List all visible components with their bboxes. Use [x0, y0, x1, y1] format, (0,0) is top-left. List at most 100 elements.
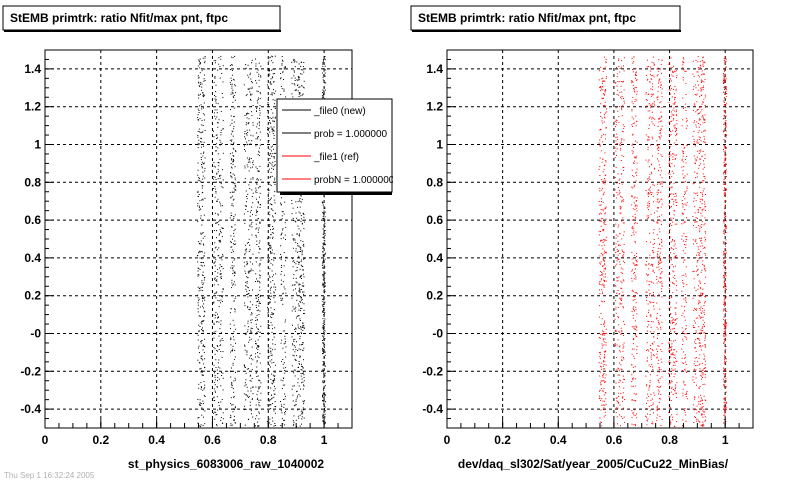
- scatter-point: [600, 209, 602, 211]
- scatter-point: [256, 307, 257, 308]
- scatter-point: [323, 259, 324, 261]
- scatter-point: [600, 252, 602, 254]
- scatter-point: [247, 286, 249, 288]
- scatter-point: [699, 231, 701, 233]
- scatter-point: [672, 71, 674, 73]
- scatter-point: [198, 274, 200, 276]
- scatter-point: [323, 239, 325, 241]
- scatter-point: [204, 384, 206, 386]
- scatter-point: [220, 344, 222, 346]
- scatter-point: [656, 278, 658, 280]
- scatter-point: [603, 416, 605, 418]
- scatter-point: [270, 198, 271, 200]
- scatter-point: [652, 294, 654, 295]
- scatter-point: [646, 215, 648, 217]
- scatter-point: [295, 242, 297, 244]
- scatter-point: [243, 409, 245, 411]
- scatter-point: [652, 404, 654, 406]
- scatter-point: [658, 393, 659, 395]
- scatter-point: [698, 387, 700, 389]
- scatter-point: [701, 70, 703, 72]
- scatter-point: [291, 77, 293, 79]
- scatter-point: [676, 120, 678, 122]
- scatter-point: [218, 165, 220, 167]
- scatter-point: [259, 310, 261, 312]
- scatter-point: [631, 353, 633, 355]
- scatter-point: [232, 78, 234, 80]
- scatter-point: [293, 415, 295, 417]
- scatter-point: [660, 81, 662, 83]
- scatter-point: [273, 286, 275, 288]
- scatter-point: [252, 202, 254, 204]
- scatter-point: [647, 180, 649, 182]
- scatter-point: [258, 155, 260, 157]
- scatter-point: [299, 235, 300, 237]
- scatter-point: [618, 122, 620, 124]
- scatter-point: [693, 200, 695, 202]
- scatter-point: [221, 301, 223, 302]
- scatter-point: [604, 280, 605, 282]
- scatter-point: [217, 373, 219, 375]
- scatter-point: [257, 375, 259, 377]
- scatter-point: [651, 116, 653, 118]
- scatter-point: [700, 292, 702, 294]
- scatter-point: [604, 333, 606, 334]
- scatter-point: [270, 251, 271, 252]
- scatter-point: [244, 145, 245, 147]
- scatter-point: [282, 228, 284, 230]
- scatter-point: [682, 155, 684, 157]
- scatter-point: [230, 308, 232, 310]
- scatter-point: [685, 336, 687, 338]
- scatter-point: [601, 117, 603, 119]
- scatter-point: [322, 361, 324, 363]
- scatter-point: [602, 266, 604, 267]
- scatter-point: [259, 331, 261, 333]
- scatter-point: [619, 205, 621, 207]
- scatter-point: [323, 91, 325, 92]
- scatter-point: [656, 348, 658, 350]
- scatter-point: [274, 177, 276, 179]
- legend-label-probn: probN = 1.000000: [314, 175, 395, 186]
- scatter-point: [621, 282, 623, 284]
- scatter-point: [251, 189, 253, 191]
- scatter-point: [673, 214, 675, 216]
- scatter-point: [604, 361, 606, 363]
- scatter-point: [671, 373, 673, 375]
- scatter-point: [647, 320, 649, 322]
- scatter-point: [267, 303, 269, 305]
- scatter-point: [218, 255, 220, 257]
- scatter-point: [695, 87, 697, 89]
- scatter-point: [255, 425, 256, 427]
- scatter-point: [322, 76, 324, 78]
- scatter-point: [600, 112, 602, 114]
- scatter-point: [231, 70, 233, 71]
- scatter-point: [303, 377, 305, 379]
- scatter-point: [203, 80, 205, 82]
- scatter-point: [201, 340, 203, 341]
- scatter-point: [218, 247, 220, 249]
- scatter-point: [602, 105, 604, 107]
- scatter-point: [668, 348, 670, 350]
- scatter-point: [280, 410, 282, 412]
- scatter-point: [631, 204, 633, 206]
- scatter-point: [623, 127, 625, 129]
- scatter-point: [686, 236, 688, 238]
- scatter-point: [602, 229, 604, 231]
- scatter-point: [292, 284, 293, 286]
- scatter-point: [217, 171, 219, 173]
- scatter-point: [248, 229, 250, 231]
- scatter-point: [250, 322, 252, 324]
- scatter-point: [230, 416, 232, 418]
- scatter-point: [323, 369, 325, 371]
- scatter-point: [695, 239, 697, 241]
- scatter-point: [632, 151, 634, 153]
- scatter-point: [697, 317, 699, 319]
- scatter-point: [255, 145, 257, 147]
- scatter-point: [204, 235, 206, 237]
- scatter-point: [203, 279, 205, 281]
- scatter-point: [230, 376, 232, 378]
- scatter-point: [672, 114, 674, 116]
- scatter-point: [700, 374, 702, 376]
- scatter-point: [322, 310, 324, 312]
- scatter-point: [685, 302, 687, 303]
